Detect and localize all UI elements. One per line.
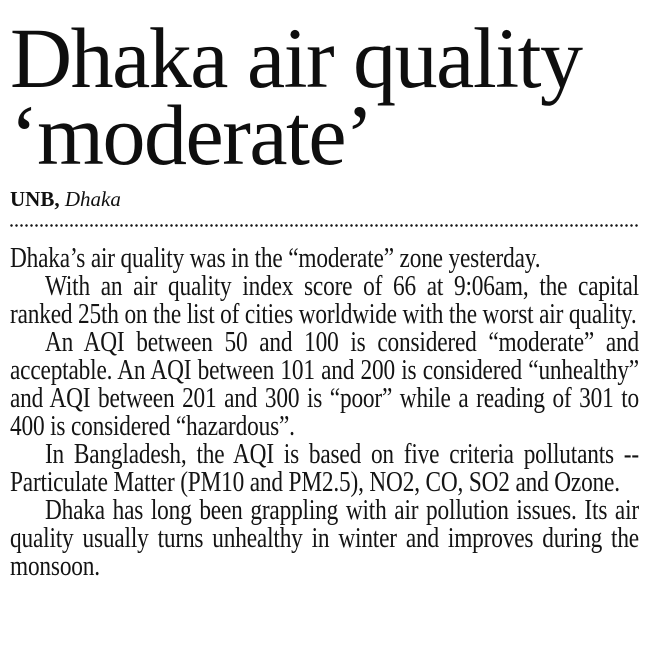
paragraph: In Bangladesh, the AQI is based on five … — [10, 439, 639, 498]
dotted-separator — [10, 224, 639, 227]
byline-location: Dhaka — [64, 187, 121, 211]
paragraph: An AQI between 50 and 100 is considered … — [10, 327, 639, 442]
paragraph-lead: Dhaka’s air quality was in the “moderate… — [10, 243, 541, 274]
byline: UNB, Dhaka — [10, 188, 639, 211]
byline-source: UNB, — [10, 187, 60, 211]
article-body: Dhaka’s air quality was in the “moderate… — [10, 245, 639, 581]
paragraph: With an air quality index score of 66 at… — [10, 271, 639, 330]
paragraph: Dhaka has long been grappling with air p… — [10, 495, 639, 582]
article-headline: Dhaka air quality ‘moderate’ — [10, 10, 583, 183]
